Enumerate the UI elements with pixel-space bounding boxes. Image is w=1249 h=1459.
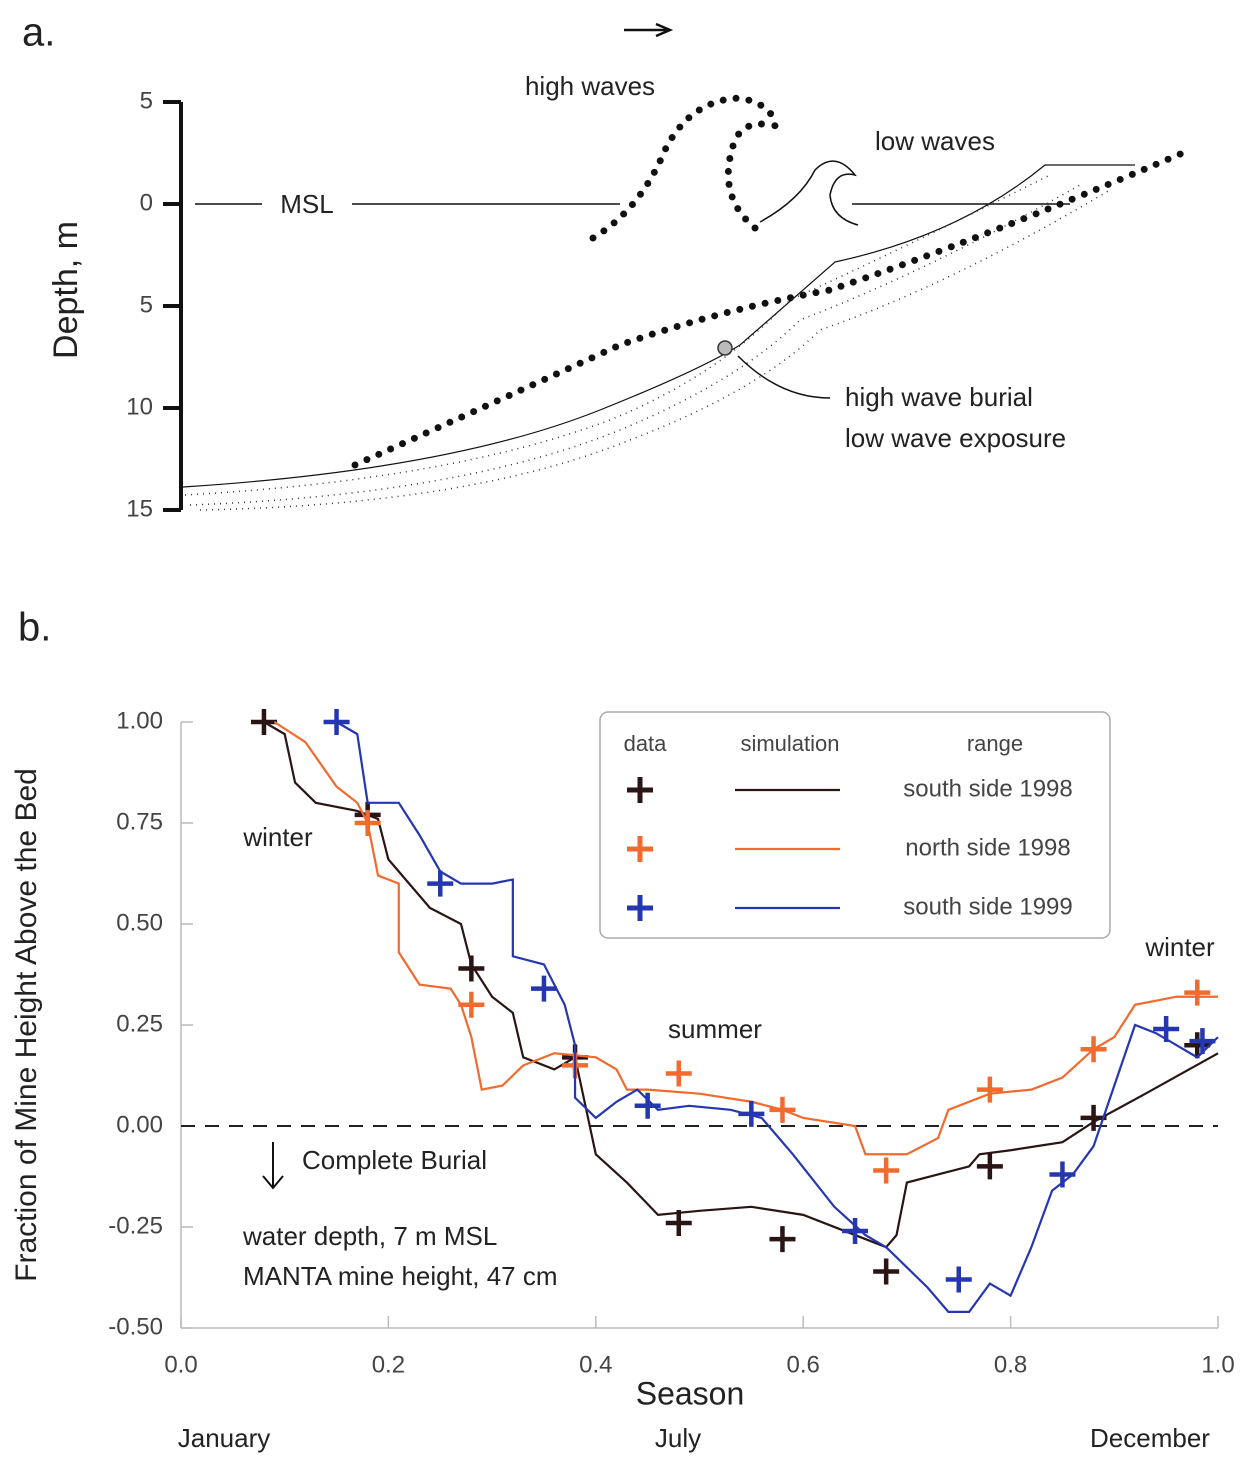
annotation: July — [655, 1423, 701, 1453]
legend-header: data — [624, 731, 668, 756]
y-tick-label: 0.25 — [116, 1010, 163, 1037]
mine — [717, 340, 733, 356]
legend-header: simulation — [740, 731, 839, 756]
y-tick-label: -0.25 — [108, 1212, 163, 1239]
x-axis-title: Season — [636, 1375, 745, 1411]
data-point — [458, 991, 485, 1018]
annotation: Complete Burial — [302, 1145, 487, 1175]
data-point — [458, 955, 485, 982]
data-point — [769, 1096, 796, 1123]
data-point — [1080, 1036, 1107, 1063]
sand-layer — [184, 174, 1111, 511]
x-tick-label: 0.0 — [164, 1351, 197, 1378]
data-point — [873, 1157, 900, 1184]
low-wave-profile — [182, 164, 1135, 488]
data-point — [842, 1218, 869, 1245]
y-tick-label: 10 — [126, 393, 153, 420]
legend-marker — [627, 836, 653, 862]
panel-label: b. — [18, 606, 51, 650]
direction-arrow — [624, 22, 674, 38]
legend-header: range — [967, 731, 1023, 756]
legend-marker — [627, 777, 653, 803]
y-tick-label: 0.50 — [116, 909, 163, 936]
annotation: MANTA mine height, 47 cm — [243, 1261, 558, 1291]
pointer — [737, 355, 831, 399]
x-tick-label: 0.6 — [787, 1351, 820, 1378]
data-point — [427, 870, 454, 897]
data-point — [1153, 1016, 1180, 1043]
legend-label: south side 1999 — [903, 893, 1072, 920]
y-tick-label: 5 — [140, 87, 153, 114]
data-point — [354, 810, 381, 836]
data-point — [665, 1060, 692, 1087]
high-wave — [589, 94, 779, 242]
data-point — [250, 709, 277, 735]
data-point — [873, 1258, 900, 1285]
panel-label: a. — [22, 11, 55, 55]
annotation: low waves — [875, 126, 995, 156]
data-point — [323, 709, 350, 735]
data-point — [976, 1076, 1003, 1103]
y-axis-title: Depth, m — [47, 221, 85, 359]
data-point — [976, 1153, 1003, 1180]
annotation: MSL — [280, 189, 333, 219]
low-wave — [759, 160, 859, 226]
simulation-line — [273, 721, 1218, 1156]
x-tick-label: 1.0 — [1201, 1351, 1234, 1378]
y-axis-title: Fraction of Mine Height Above the Bed — [10, 768, 43, 1282]
x-tick-label: 0.4 — [579, 1351, 612, 1378]
annotation: low wave exposure — [845, 423, 1066, 453]
legend-label: south side 1998 — [903, 775, 1072, 802]
annotation: winter — [1144, 932, 1215, 962]
burial-arrow — [262, 1142, 284, 1190]
annotation: water depth, 7 m MSL — [242, 1221, 497, 1251]
data-point — [634, 1092, 661, 1119]
y-tick-label: 0.75 — [116, 808, 163, 835]
x-tick-label: 0.8 — [994, 1351, 1027, 1378]
legend-marker — [627, 895, 653, 921]
y-tick-label: 1.00 — [116, 707, 163, 734]
high-wave-profile — [351, 148, 1189, 469]
data-point — [738, 1100, 765, 1127]
annotation: high wave burial — [845, 382, 1033, 412]
data-point — [1189, 1028, 1216, 1055]
data-point — [1184, 979, 1211, 1006]
annotation: January — [178, 1423, 271, 1453]
simulation-line — [263, 721, 1219, 1249]
y-tick-label: -0.50 — [108, 1313, 163, 1340]
data-point — [1049, 1161, 1076, 1188]
legend-label: north side 1998 — [905, 834, 1070, 861]
y-tick-label: 0 — [140, 189, 153, 216]
y-tick-label: 5 — [140, 291, 153, 318]
data-point — [665, 1209, 692, 1236]
y-tick-label: 0.00 — [116, 1111, 163, 1138]
annotation: summer — [668, 1014, 762, 1044]
legend-box — [599, 711, 1111, 939]
annotation: high waves — [525, 71, 655, 101]
annotation: December — [1090, 1423, 1210, 1453]
y-tick-label: 15 — [126, 495, 153, 522]
diagram-shapes — [182, 22, 1189, 511]
annotation: winter — [242, 822, 313, 852]
data-point — [769, 1226, 796, 1253]
data-point — [1184, 1032, 1211, 1059]
data-point — [530, 975, 557, 1002]
x-tick-label: 0.2 — [372, 1351, 405, 1378]
data-point — [945, 1266, 972, 1293]
